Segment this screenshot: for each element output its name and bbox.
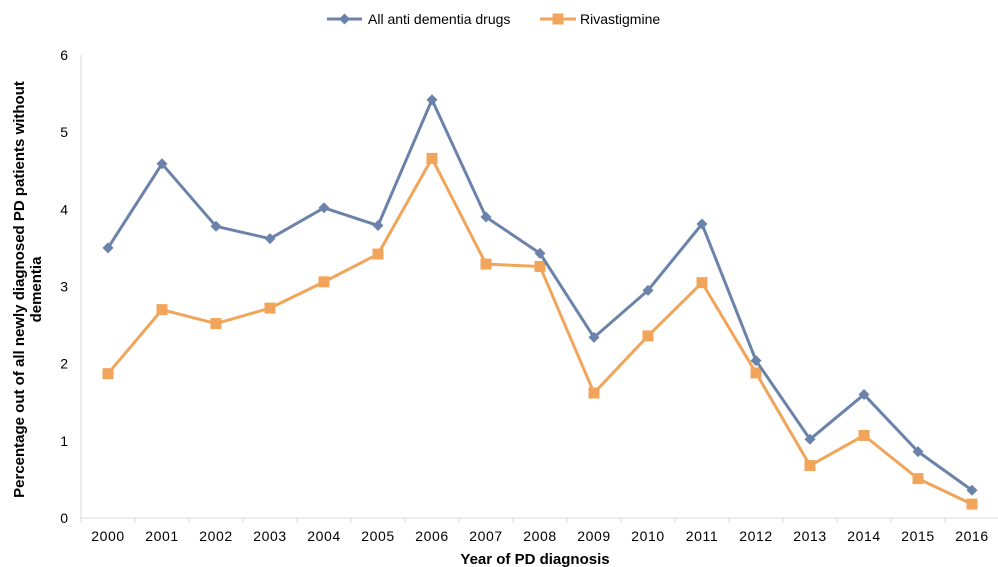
data-point-square: [102, 368, 114, 380]
data-point-diamond: [750, 355, 762, 367]
data-point-square: [858, 429, 870, 441]
data-point-diamond: [426, 94, 438, 106]
legend-label: Rivastigmine: [580, 11, 660, 27]
y-axis-title-line: Percentage out of all newly diagnosed PD…: [11, 81, 28, 498]
data-point-diamond: [372, 220, 384, 232]
x-axis-title: Year of PD diagnosis: [460, 551, 609, 567]
data-point-diamond: [318, 202, 330, 214]
legend-label: All anti dementia drugs: [368, 11, 510, 27]
data-point-diamond: [480, 211, 492, 223]
data-point-square: [966, 498, 978, 510]
y-axis-title: Percentage out of all newly diagnosed PD…: [11, 81, 45, 498]
data-point-square: [552, 13, 564, 25]
y-axis: 0 1 2 3 4 5 6: [60, 47, 82, 526]
x-tick-label: 2006: [415, 528, 449, 544]
x-axis: 2000 2001 2002 2003 2004 2005 2006 2007 2008 2009…: [80, 517, 998, 544]
x-tick-label: 2003: [253, 528, 287, 544]
x-tick-label: 2013: [793, 528, 827, 544]
series-layer: [102, 94, 978, 510]
data-point-diamond: [588, 331, 600, 343]
data-point-diamond: [642, 284, 654, 296]
data-point-diamond: [912, 446, 924, 458]
x-tick-label: 2002: [199, 528, 233, 544]
y-tick-label: 4: [60, 201, 68, 217]
series-line: [106, 98, 973, 492]
data-point-diamond: [696, 218, 708, 230]
y-tick-label: 2: [60, 356, 68, 372]
x-tick-label: 2014: [847, 528, 881, 544]
data-point-square: [588, 387, 600, 399]
legend-item: Rivastigmine: [540, 11, 660, 27]
x-tick-label: 2011: [686, 528, 719, 544]
data-point-square: [642, 330, 654, 342]
data-point-square: [696, 277, 708, 289]
data-point-diamond: [804, 433, 816, 445]
x-tick-label: 2004: [307, 528, 341, 544]
x-tick-label: 2005: [361, 528, 395, 544]
data-point-diamond: [156, 158, 168, 170]
data-point-square: [750, 367, 762, 379]
y-tick-label: 3: [60, 279, 68, 295]
data-point-diamond: [102, 242, 114, 254]
x-tick-label: 2007: [469, 528, 503, 544]
x-tick-label: 2010: [631, 528, 665, 544]
data-point-square: [426, 152, 438, 164]
data-point-square: [804, 460, 816, 472]
data-point-diamond: [858, 389, 870, 401]
x-tick-label: 2000: [91, 528, 125, 544]
y-tick-label: 0: [60, 510, 68, 526]
x-tick-label: 2008: [523, 528, 557, 544]
data-point-diamond: [966, 484, 978, 496]
data-point-square: [480, 258, 492, 270]
y-tick-label: 5: [60, 124, 68, 140]
data-point-square: [156, 304, 168, 316]
series-all-anti-dementia-drugs: [102, 94, 978, 496]
data-point-square: [318, 276, 330, 288]
y-axis-title-line: dementia: [28, 256, 45, 323]
x-tick-label: 2015: [901, 528, 935, 544]
data-point-square: [372, 248, 384, 260]
y-tick-label: 6: [60, 47, 68, 63]
x-tick-label: 2001: [145, 528, 179, 544]
data-point-diamond: [534, 247, 546, 259]
data-point-diamond: [210, 220, 222, 232]
x-tick-label: 2012: [739, 528, 773, 544]
y-tick-label: 1: [60, 433, 68, 449]
x-tick-label: 2016: [955, 528, 989, 544]
data-point-square: [210, 318, 222, 330]
data-point-square: [912, 473, 924, 485]
data-point-square: [534, 260, 546, 272]
legend: All anti dementia drugs Rivastigmine: [327, 11, 660, 27]
series-line: [106, 156, 973, 506]
data-point-diamond: [264, 233, 276, 245]
legend-item: All anti dementia drugs: [327, 11, 510, 27]
data-point-square: [264, 302, 276, 314]
x-tick-label: 2009: [577, 528, 611, 544]
data-point-diamond: [339, 13, 350, 25]
series-rivastigmine: [102, 152, 978, 510]
